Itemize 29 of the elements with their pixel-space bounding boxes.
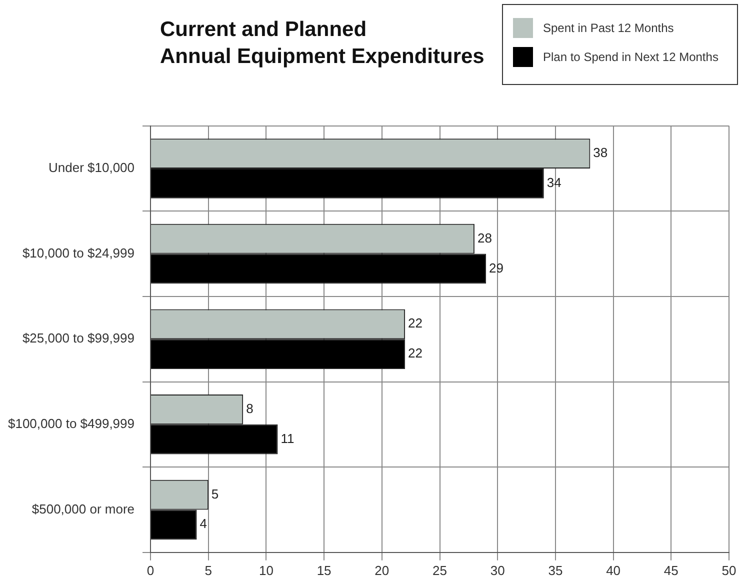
data-label: 38 [593, 145, 608, 160]
data-label: 8 [246, 401, 254, 416]
legend-label: Spent in Past 12 Months [543, 21, 674, 35]
y-tick-label: $500,000 or more [32, 501, 135, 516]
x-tick-label: 40 [606, 562, 621, 578]
y-tick-label: $100,000 to $499,999 [8, 416, 135, 431]
x-tick-label: 30 [490, 562, 505, 578]
data-label: 22 [408, 316, 423, 331]
data-label: 11 [280, 430, 294, 446]
data-label: 34 [546, 174, 562, 190]
y-tick-label: $10,000 to $24,999 [22, 245, 135, 260]
y-tick-label: $25,000 to $99,999 [22, 330, 135, 346]
x-tick-label: 5 [204, 562, 212, 578]
x-tick-label: 35 [548, 562, 563, 578]
x-tick-label: 10 [258, 562, 274, 578]
y-tick-label: Under $10,000 [48, 160, 135, 176]
data-label: 4 [200, 516, 208, 532]
x-tick-label: 25 [432, 562, 447, 578]
x-tick-label: 15 [316, 562, 332, 578]
data-label: 5 [211, 486, 219, 502]
legend-label: Plan to Spend in Next 12 Months [543, 50, 718, 64]
chart-title: Current and Planned Annual Equipment Expenditures [160, 17, 484, 70]
data-label: 22 [408, 346, 423, 361]
x-tick-label: 45 [664, 562, 678, 578]
x-tick-label: 0 [146, 562, 154, 578]
x-tick-label: 20 [374, 562, 390, 578]
x-tick-label: 50 [722, 562, 736, 578]
data-label: 28 [477, 230, 492, 246]
data-label: 29 [489, 260, 504, 276]
